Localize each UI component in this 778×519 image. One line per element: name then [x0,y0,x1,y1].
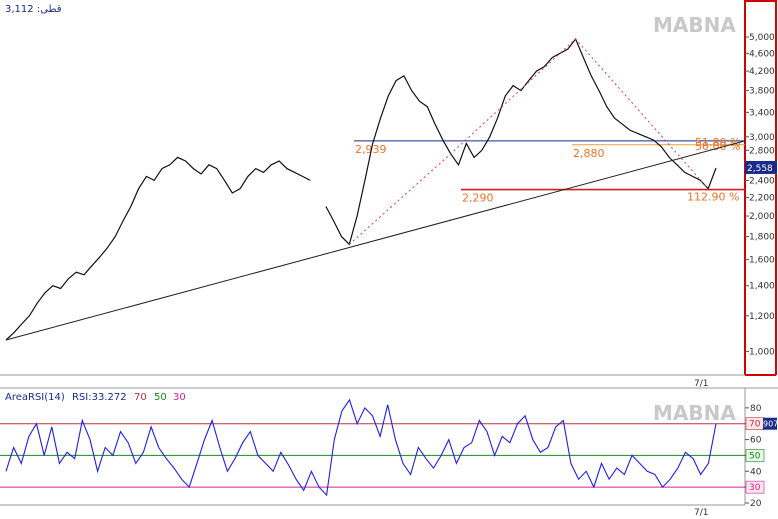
rsi-level-badge-label: 50 [749,451,761,461]
rsi-readout: RSI:33.272 [72,392,127,403]
price-tick-label: 2,200 [749,193,775,203]
last-price-label: 2,558 [747,164,773,174]
price-level-label: 2,880 [573,147,605,160]
price-level-label: 2,290 [462,192,494,205]
rsi-title: AreaRSI(14) [5,392,65,403]
fib-swing-line [348,38,709,245]
rsi-level-badge [745,449,765,462]
rsi-tick-label: 20 [750,499,762,509]
price-tick-label: 2,800 [749,146,775,156]
watermark-price: MABNA [653,13,736,37]
price-tick-label: 3,800 [749,87,775,97]
watermark-rsi: MABNA [653,401,736,425]
rsi-legend-30: 30 [173,392,186,403]
price-level-label: 2,939 [355,143,387,156]
last-price-badge [745,160,777,174]
rsi-legend-70: 70 [134,392,147,403]
rsi-series-line [5,398,717,497]
price-tick-label: 2,000 [749,212,775,222]
date-label-price: 7/1 [694,379,708,389]
rsi-legend-50: 50 [154,392,167,403]
rsi-last-badge [763,417,777,430]
rsi-last-label: 907 [763,420,778,429]
price-tick-label: 4,200 [749,67,775,77]
price-tick-label: 3,000 [749,133,775,143]
price-tick-label: 3,400 [749,108,775,118]
rsi-level-badge-label: 30 [749,483,761,493]
price-tick-label: 5,000 [749,33,775,43]
rsi-tick-label: 60 [750,436,762,446]
rsi-tick-label: 80 [750,404,762,414]
price-tick-label: 1,200 [749,312,775,322]
price-tick-label: 4,600 [749,49,775,59]
price-tick-label: 1,400 [749,282,775,292]
rsi-level-badge [745,480,765,494]
fib-annotation: 50.00 % [695,140,740,153]
price-tick-label: 1,600 [749,256,775,266]
price-series-line [5,37,717,341]
rsi-tick-label: 40 [750,467,762,477]
price-tick-label: 2,400 [749,176,775,186]
price-tick-label: 1,000 [749,347,775,357]
rsi-level-badge-label: 70 [749,420,761,430]
price-tick-label: 1,800 [749,233,775,243]
price-axis-area [745,0,777,519]
trendline [5,140,746,341]
fib-annotation: 112.90 % [687,191,739,204]
price-readout: 3,112 :قطی [5,4,62,15]
price-panel: 1,000 1,200 1,400 1,600 1,800 2,000 2,200 2,400… [5,33,777,357]
date-label-rsi: 7/1 [694,508,708,518]
rsi-panel: 20304050607080705030907 [0,398,778,509]
